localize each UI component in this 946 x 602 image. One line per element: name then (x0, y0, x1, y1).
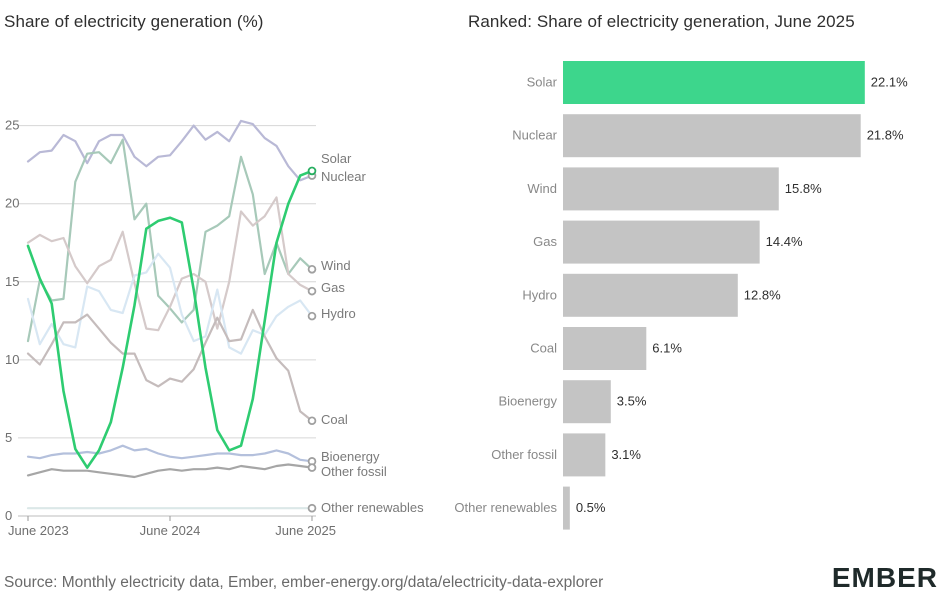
series-line-gas (26, 196, 314, 332)
bar-value-label-coal: 6.1% (652, 341, 682, 356)
series-label-coal: Coal (321, 412, 348, 427)
bar-category-label-coal: Coal (530, 341, 557, 356)
bar-value-label-wind: 15.8% (785, 181, 822, 196)
bar-value-label-other-fossil: 3.1% (611, 447, 641, 462)
bar-solar (563, 61, 865, 104)
series-label-solar: Solar (321, 151, 352, 166)
x-tick-label: June 2024 (140, 523, 201, 538)
series-label-gas: Gas (321, 280, 345, 295)
bar-value-label-solar: 22.1% (871, 75, 908, 90)
bar-value-label-hydro: 12.8% (744, 287, 781, 302)
bar-nuclear (563, 114, 861, 158)
series-line-wind (26, 138, 314, 343)
bar-category-label-hydro: Hydro (522, 287, 557, 302)
series-end-point-hydro (307, 311, 317, 321)
bar-value-label-nuclear: 21.8% (867, 128, 904, 143)
y-tick-label: 5 (5, 430, 12, 445)
line-chart-title: Share of electricity generation (%) (4, 12, 264, 31)
bar-category-label-other-renewables: Other renewables (454, 500, 557, 515)
bar-wind (563, 167, 779, 211)
series-end-point-other-renewables (307, 503, 317, 513)
bar-chart-title: Ranked: Share of electricity generation,… (468, 12, 855, 31)
line-chart-x-ticks: June 2023 June 2024 June 2025 (8, 516, 336, 538)
bar-value-label-bioenergy: 3.5% (617, 394, 647, 409)
series-label-wind: Wind (321, 258, 351, 273)
bar-category-label-bioenergy: Bioenergy (498, 394, 557, 409)
series-end-point-solar (307, 166, 317, 176)
y-tick-label: 0 (5, 508, 12, 523)
bar-gas (563, 220, 760, 264)
series-label-hydro: Hydro (321, 306, 356, 321)
series-end-point-other-fossil (307, 463, 317, 472)
line-chart-series (26, 119, 317, 513)
series-line-other-fossil (26, 463, 314, 479)
series-line-solar (26, 169, 314, 469)
bar-other-fossil (563, 433, 606, 477)
series-end-point-gas (307, 286, 317, 296)
series-line-hydro (26, 252, 314, 355)
series-label-nuclear: Nuclear (321, 169, 366, 184)
x-tick-label: June 2025 (275, 523, 336, 538)
line-chart-y-ticks: 0 5 10 15 20 25 (5, 118, 19, 523)
bar-category-label-gas: Gas (533, 234, 557, 249)
bar-category-label-wind: Wind (527, 181, 557, 196)
series-end-point-wind (307, 264, 317, 274)
series-line-bioenergy (26, 444, 314, 463)
series-label-other-renewables: Other renewables (321, 500, 424, 515)
series-line-coal (26, 308, 314, 422)
bar-value-label-other-renewables: 0.5% (576, 500, 606, 515)
bar-coal (563, 327, 647, 370)
bar-other-renewables (563, 486, 570, 530)
bar-hydro (563, 273, 738, 317)
series-label-other-fossil: Other fossil (321, 464, 387, 479)
series-line-nuclear (26, 119, 314, 182)
bar-category-label-nuclear: Nuclear (512, 128, 557, 143)
ember-logo: EMBER (831, 562, 938, 593)
bar-category-label-solar: Solar (527, 75, 558, 90)
line-chart-series-labels: SolarNuclearWindGasHydroCoalBioenergyOth… (321, 151, 424, 515)
y-tick-label: 25 (5, 118, 19, 133)
y-tick-label: 15 (5, 274, 19, 289)
source-note: Source: Monthly electricity data, Ember,… (4, 574, 604, 591)
bar-value-label-gas: 14.4% (766, 234, 803, 249)
line-chart-gridlines (18, 125, 316, 517)
bar-category-label-other-fossil: Other fossil (491, 447, 557, 462)
series-end-point-coal (307, 416, 317, 426)
bar-chart-bars: Solar 22.1% Nuclear 21.8% Wind 15.8% Gas 14.4% H… (454, 61, 908, 530)
bar-bioenergy (563, 380, 611, 424)
y-tick-label: 20 (5, 196, 19, 211)
series-label-bioenergy: Bioenergy (321, 449, 380, 464)
x-tick-label: June 2023 (8, 523, 69, 538)
y-tick-label: 10 (5, 352, 19, 367)
